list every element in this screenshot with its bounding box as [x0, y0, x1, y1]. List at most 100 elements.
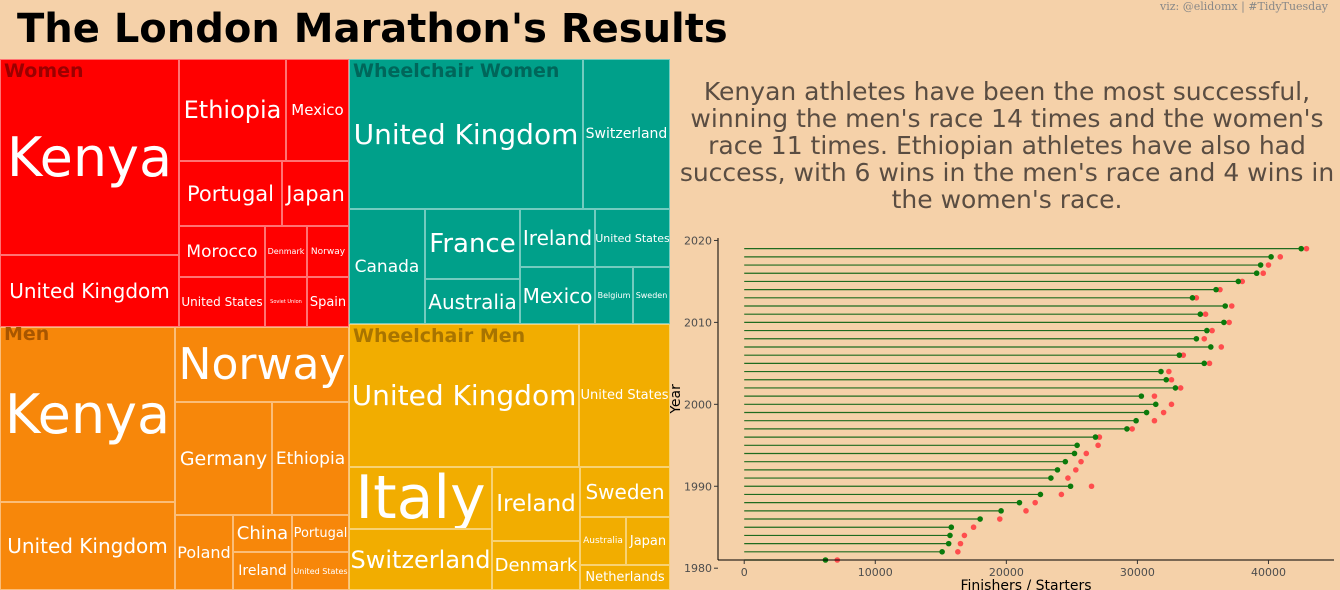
country-cell: Denmark [265, 226, 307, 277]
starters-point [1073, 467, 1079, 473]
country-cell: Morocco [179, 226, 265, 277]
finishers-point [1092, 434, 1099, 440]
country-cell: Mexico [520, 267, 595, 324]
starters-point [1168, 376, 1175, 383]
finishers-point [1213, 286, 1219, 293]
country-cell: Ireland [233, 552, 292, 590]
y-tick-label: 2020 [684, 234, 712, 247]
finishers-point [1071, 450, 1078, 457]
finishers-point [1163, 376, 1170, 383]
starters-point [1151, 417, 1158, 424]
starters-point [1206, 360, 1213, 367]
country-cell: Belgium [595, 267, 633, 324]
x-axis-label: Finishers / Starters [961, 578, 1092, 590]
finishers-point [1189, 295, 1196, 301]
x-tick-label: 30000 [1120, 566, 1155, 579]
starters-point [1065, 475, 1071, 481]
y-tick-label: 2010 [684, 316, 712, 329]
starters-point [1058, 491, 1065, 498]
starters-point [1217, 286, 1223, 293]
country-cell: Kenya [0, 327, 175, 502]
finishers-point [1133, 417, 1139, 424]
finishers-point [1298, 245, 1305, 252]
starters-point [957, 540, 964, 547]
starters-point [1083, 450, 1090, 457]
finishers-point [1062, 458, 1069, 465]
starters-point [955, 549, 961, 555]
x-tick-label: 0 [741, 566, 748, 579]
finishers-point [998, 508, 1004, 514]
finishers-point [1143, 409, 1150, 416]
segments-layer [744, 248, 1302, 561]
starters-point [1023, 508, 1029, 514]
y-axis-label: Year [670, 384, 684, 415]
treemap-men: Kenya Norway Germany Ethiopia United Kin… [0, 327, 349, 590]
starters-point [1180, 352, 1187, 358]
country-cell: Ireland [492, 467, 580, 541]
y-tick-label: 1990 [684, 480, 712, 493]
treemap-wheelchair-women: United Kingdom Switzerland Canada France… [349, 59, 670, 324]
starters-point [1265, 262, 1272, 268]
finishers-point [1197, 311, 1204, 317]
finishers-point [947, 532, 953, 539]
country-cell: Kenya [0, 59, 179, 255]
country-cell: United States [179, 277, 265, 327]
country-cell: Spain [307, 277, 349, 327]
finishers-point [1152, 401, 1159, 408]
finishers-point [1193, 335, 1200, 342]
starters-point [1260, 270, 1267, 277]
axes-layer: 0 10000 20000 30000 40000 1980 1990 2000 2010 202… [684, 234, 1334, 579]
starters-point [1032, 499, 1038, 506]
starters-point [1202, 311, 1209, 317]
country-cell: China [233, 515, 292, 552]
finishers-point [1048, 475, 1054, 481]
page-title: The London Marathon's Results [17, 6, 728, 52]
starters-point [961, 532, 968, 539]
finishers-point [1176, 352, 1183, 358]
country-cell: Canada [349, 209, 425, 324]
x-tick-label: 10000 [858, 566, 893, 579]
finishers-point [1074, 442, 1080, 449]
starters-point [1088, 483, 1095, 490]
starters-point [996, 516, 1003, 522]
finishers-point [1138, 393, 1145, 399]
country-cell: Switzerland [583, 59, 670, 209]
country-cell: United States [579, 324, 670, 467]
starters-point [1129, 426, 1135, 432]
summary-text: Kenyan athletes have been the most succe… [679, 77, 1335, 214]
starters-point [1177, 385, 1184, 391]
starters-point [1168, 401, 1175, 408]
country-cell: Ireland [520, 209, 595, 267]
finishers-point [945, 540, 952, 547]
finishers-point [1208, 344, 1214, 350]
points-layer [822, 245, 1310, 563]
starters-point [1166, 368, 1172, 375]
credit-text: viz: @elidomx | #TidyTuesday [1160, 0, 1328, 13]
starters-point [1160, 409, 1167, 416]
country-cell: Switzerland [349, 529, 492, 590]
finishers-point [1172, 385, 1179, 391]
country-cell: Japan [282, 161, 349, 226]
finishers-point [977, 516, 983, 522]
starters-point [1078, 458, 1084, 465]
finishers-point [1067, 483, 1074, 490]
finishers-point [939, 549, 945, 555]
country-cell: Australia [580, 517, 626, 565]
country-cell: Netherlands [580, 565, 670, 590]
x-tick-label: 40000 [1251, 566, 1286, 579]
finishers-point [1201, 360, 1208, 367]
starters-point [1201, 335, 1208, 342]
country-cell: Soviet Union [265, 277, 307, 327]
finishers-point [1257, 262, 1264, 268]
country-cell: United States [595, 209, 670, 267]
country-cell: United Kingdom [349, 59, 583, 209]
country-cell: United Kingdom [0, 502, 175, 590]
country-cell: Portugal [179, 161, 282, 226]
country-cell: Denmark [492, 541, 580, 590]
starters-point [1239, 278, 1246, 285]
finishers-point [1037, 491, 1044, 498]
country-cell: Japan [626, 517, 670, 565]
starters-point [1095, 442, 1101, 449]
starters-point [1151, 393, 1158, 399]
